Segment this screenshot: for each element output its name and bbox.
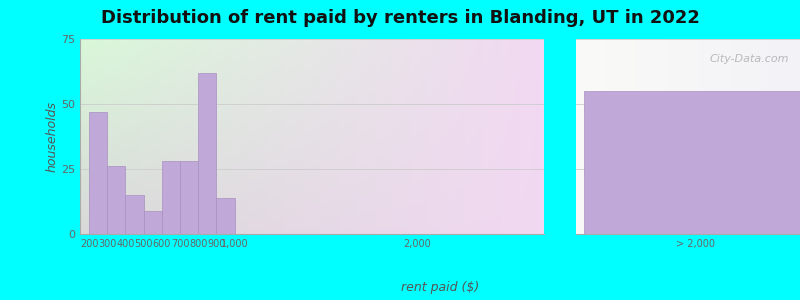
Text: Distribution of rent paid by renters in Blanding, UT in 2022: Distribution of rent paid by renters in … (101, 9, 699, 27)
Bar (126, 195, 144, 234)
Bar (89, 112, 107, 234)
Bar (198, 73, 217, 234)
Bar (217, 198, 234, 234)
Bar (144, 211, 162, 234)
Text: rent paid ($): rent paid ($) (401, 281, 479, 294)
Y-axis label: households: households (46, 101, 58, 172)
Bar (583, 91, 800, 234)
Bar (180, 161, 198, 234)
Bar (162, 161, 180, 234)
Text: City-Data.com: City-Data.com (709, 53, 789, 64)
Bar (107, 167, 126, 234)
